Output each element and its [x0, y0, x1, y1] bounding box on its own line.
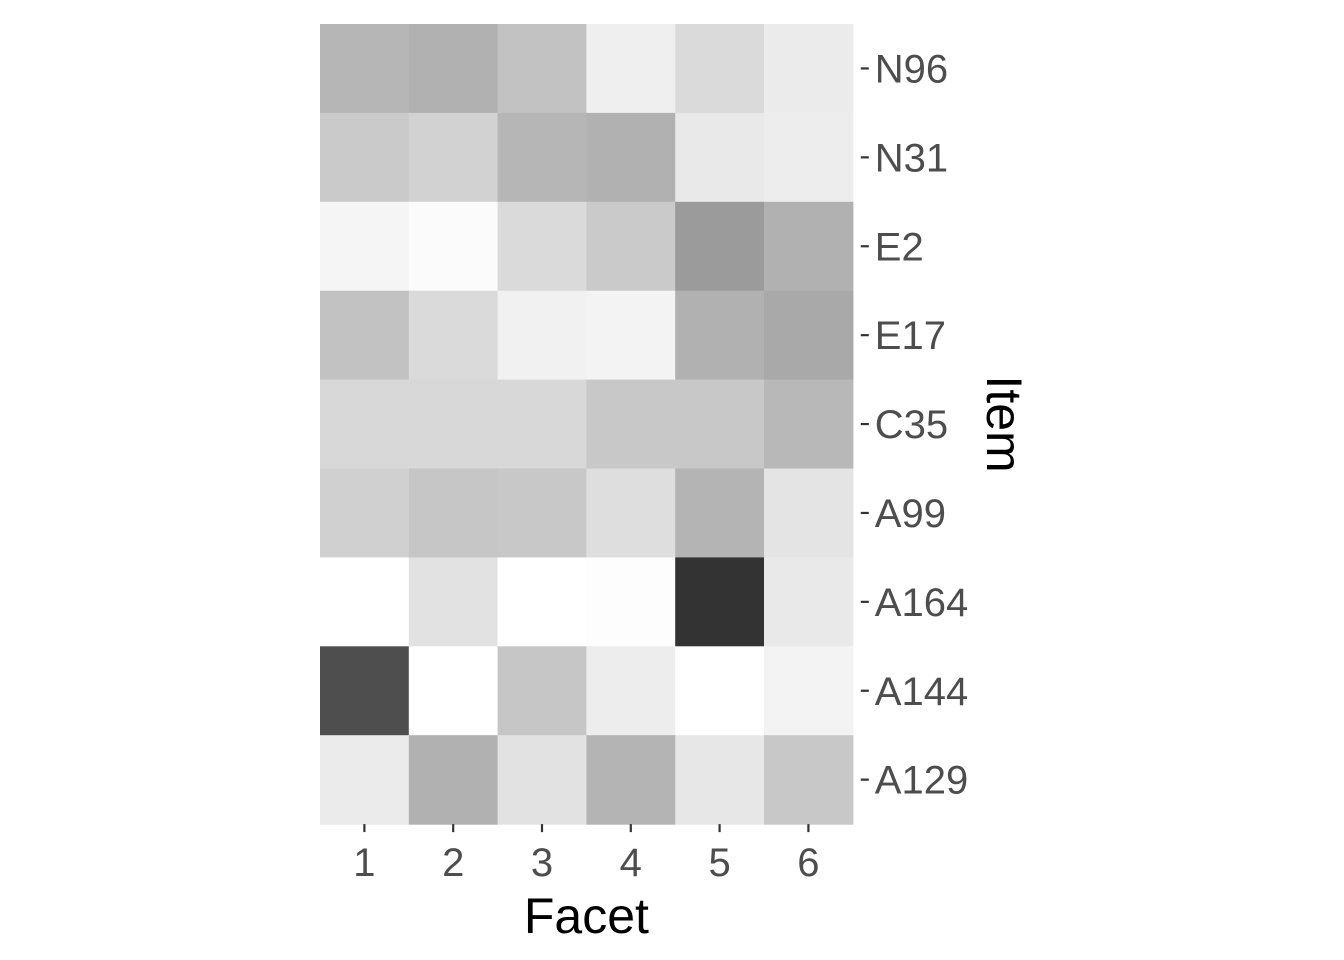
heatmap-cell-C35-3 — [497, 379, 587, 470]
heatmap-cell-E17-3 — [497, 290, 587, 381]
x-tick-label: 1 — [353, 841, 375, 885]
heatmap-cell-N31-1 — [320, 112, 410, 203]
y-tick-label: E17 — [875, 314, 946, 358]
x-tick-label: 2 — [442, 841, 464, 885]
heatmap-cell-A99-1 — [320, 468, 410, 558]
heatmap-cell-C35-4 — [586, 379, 676, 470]
heatmap-cell-N96-2 — [408, 24, 499, 114]
y-axis-title: Item — [976, 375, 1032, 472]
heatmap-cell-N96-1 — [320, 24, 410, 114]
heatmap-cell-C35-5 — [675, 379, 765, 470]
heatmap-cell-E17-1 — [320, 290, 410, 381]
heatmap-cell-E2-6 — [764, 201, 854, 292]
heatmap-cell-A129-1 — [320, 735, 410, 825]
heatmap-cell-E17-4 — [586, 290, 676, 381]
y-tick-label: N31 — [875, 136, 948, 180]
heatmap-cell-A144-4 — [586, 646, 676, 736]
y-tick-label: C35 — [875, 403, 948, 447]
heatmap-cell-N31-6 — [764, 112, 854, 203]
heatmap-cell-N96-3 — [497, 24, 587, 114]
heatmap-cell-A129-6 — [764, 735, 854, 825]
y-tick-label: A129 — [875, 759, 968, 803]
heatmap-cell-E17-5 — [675, 290, 765, 381]
heatmap-cell-A99-5 — [675, 468, 765, 558]
heatmap-cell-A164-5 — [675, 557, 765, 647]
heatmap-cell-A129-4 — [586, 735, 676, 825]
y-axis: N96 N31 E2 E17 C35 A99 A164 A144 A129 — [860, 47, 968, 803]
x-axis-title: Facet — [524, 888, 649, 944]
heatmap-cell-N31-4 — [586, 112, 676, 203]
x-axis: 1 2 3 4 5 6 — [353, 824, 820, 885]
heatmap-cell-A164-1 — [320, 557, 410, 647]
heatmap-cell-A144-5 — [675, 646, 765, 736]
heatmap-cell-E2-3 — [497, 201, 587, 292]
heatmap-cell-N31-3 — [497, 112, 587, 203]
heatmap-cell-A129-5 — [675, 735, 765, 825]
heatmap-cell-A164-3 — [497, 557, 587, 647]
heatmap-cell-C35-2 — [408, 379, 499, 470]
heatmap-cell-E2-4 — [586, 201, 676, 292]
x-tick-label: 6 — [797, 841, 819, 885]
heatmap-cell-E2-2 — [408, 201, 499, 292]
heatmap-cell-A144-1 — [320, 646, 410, 736]
heatmap-cell-A99-3 — [497, 468, 587, 558]
y-tick-label: E2 — [875, 225, 924, 269]
heatmap-cell-N31-2 — [408, 112, 499, 203]
x-tick-label: 3 — [531, 841, 553, 885]
heatmap-cells — [320, 24, 854, 825]
heatmap-cell-A144-3 — [497, 646, 587, 736]
heatmap-cell-A164-2 — [408, 557, 499, 647]
heatmap-cell-E2-5 — [675, 201, 765, 292]
y-tick-label: A99 — [875, 492, 946, 536]
y-tick-label: A164 — [875, 581, 968, 625]
heatmap-cell-C35-6 — [764, 379, 854, 470]
heatmap-cell-E2-1 — [320, 201, 410, 292]
heatmap-cell-A144-6 — [764, 646, 854, 736]
heatmap-cell-A164-6 — [764, 557, 854, 647]
heatmap-cell-A99-6 — [764, 468, 854, 558]
heatmap-cell-C35-1 — [320, 379, 410, 470]
heatmap-cell-A99-4 — [586, 468, 676, 558]
heatmap-cell-E17-2 — [408, 290, 499, 381]
x-tick-label: 5 — [708, 841, 730, 885]
heatmap-cell-A129-2 — [408, 735, 499, 825]
heatmap-cell-N96-4 — [586, 24, 676, 114]
heatmap-cell-N31-5 — [675, 112, 765, 203]
heatmap-cell-N96-5 — [675, 24, 765, 114]
x-tick-label: 4 — [620, 841, 642, 885]
heatmap-cell-A99-2 — [408, 468, 499, 558]
y-tick-label: N96 — [875, 47, 948, 91]
heatmap-cell-A144-2 — [408, 646, 499, 736]
heatmap-cell-A129-3 — [497, 735, 587, 825]
heatmap-cell-N96-6 — [764, 24, 854, 114]
heatmap-cell-A164-4 — [586, 557, 676, 647]
heatmap-cell-E17-6 — [764, 290, 854, 381]
y-tick-label: A144 — [875, 670, 968, 714]
